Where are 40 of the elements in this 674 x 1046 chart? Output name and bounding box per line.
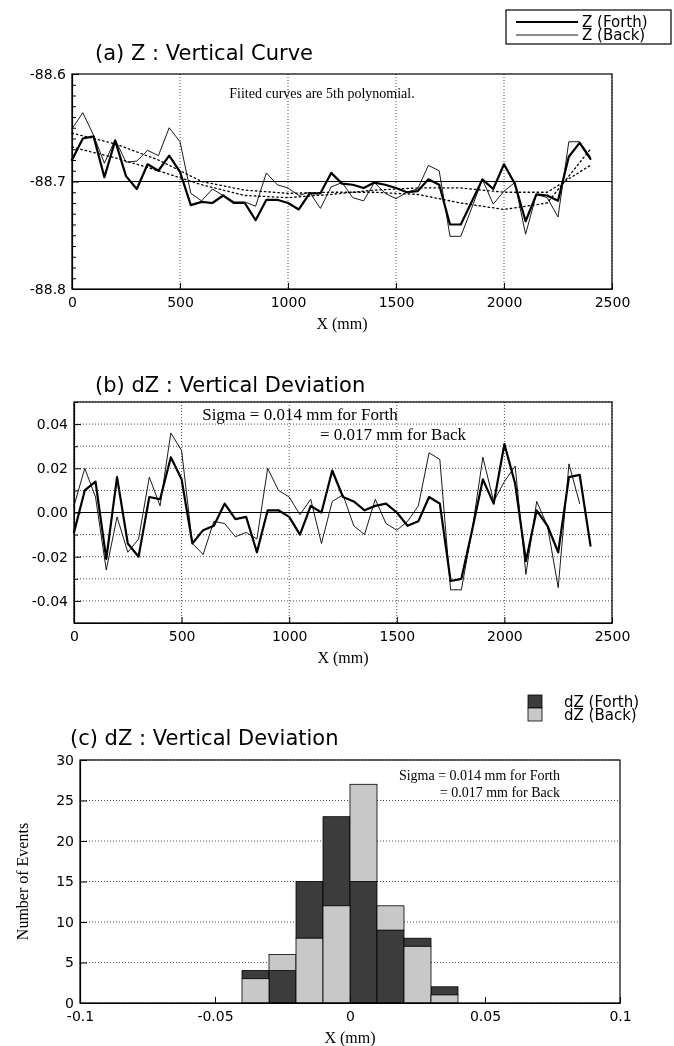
annotation: Fiited curves are 5th polynomial. xyxy=(229,86,415,101)
y-tick-label: 20 xyxy=(56,832,74,849)
chart-title: (a) Z : Vertical Curve xyxy=(95,41,313,65)
y-tick-label: 15 xyxy=(56,873,74,890)
y-tick-label: -88.6 xyxy=(29,65,67,82)
annotation: = 0.017 mm for Back xyxy=(439,785,560,800)
x-axis-title: X (mm) xyxy=(317,649,369,667)
y-tick-label: 0.04 xyxy=(36,416,69,433)
annotation: Sigma = 0.014 mm for Forth xyxy=(202,405,399,424)
y-tick-label: 25 xyxy=(56,792,74,809)
x-tick-label: 500 xyxy=(167,293,194,310)
y-tick-label: -88.8 xyxy=(29,280,66,297)
x-tick-label: 0 xyxy=(346,1007,355,1024)
y-tick-label: 5 xyxy=(65,954,74,971)
x-axis-title: X (mm) xyxy=(324,1029,376,1046)
y-tick-label: 30 xyxy=(56,751,74,768)
x-tick-label: 1000 xyxy=(271,627,308,644)
annotation: Sigma = 0.014 mm for Forth xyxy=(398,768,560,783)
y-tick-label: 0.02 xyxy=(36,460,68,477)
x-tick-label: 2500 xyxy=(594,627,631,644)
x-tick-label: 0.05 xyxy=(469,1007,502,1024)
x-tick-label: 500 xyxy=(168,627,196,644)
x-tick-label: 1500 xyxy=(378,293,415,310)
chart-title: (b) dZ : Vertical Deviation xyxy=(95,373,366,397)
annotation: = 0.017 mm for Back xyxy=(320,425,467,444)
y-tick-label: -0.04 xyxy=(31,592,69,609)
x-tick-label: 0.1 xyxy=(609,1007,632,1024)
y-tick-label: -0.02 xyxy=(31,548,68,565)
y-tick-label: 0.00 xyxy=(36,504,68,521)
x-axis-title: X (mm) xyxy=(316,315,368,333)
x-tick-label: 1500 xyxy=(379,627,416,644)
y-tick-label: 10 xyxy=(56,913,74,930)
x-tick-label: 2000 xyxy=(487,627,523,644)
x-tick-label: -0.05 xyxy=(197,1007,234,1024)
chart-title: (c) dZ : Vertical Deviation xyxy=(70,726,339,750)
y-axis-title: Number of Events xyxy=(14,822,31,941)
x-tick-label: 2000 xyxy=(486,293,523,310)
x-tick-label: 1000 xyxy=(270,293,307,310)
y-tick-label: -88.7 xyxy=(29,173,66,190)
x-tick-label: 2500 xyxy=(594,293,631,310)
